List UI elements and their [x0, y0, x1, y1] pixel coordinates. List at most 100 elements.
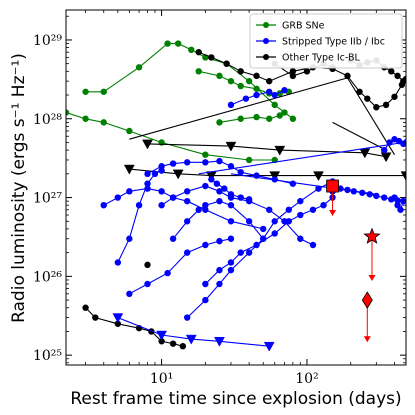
upper-limit-marker — [225, 141, 237, 152]
diamond-marker — [361, 291, 373, 309]
data-point — [164, 269, 171, 277]
upper-limit-marker — [172, 169, 184, 180]
data-point — [126, 235, 133, 242]
data-point — [253, 91, 260, 99]
data-point — [356, 88, 363, 95]
legend: GRB SNe Stripped Type IIb / Ibc Other Type… — [249, 13, 403, 69]
data-point — [227, 77, 235, 85]
data-point — [309, 206, 317, 213]
data-point — [158, 163, 165, 170]
y-tick-label: 10²⁷ — [33, 191, 62, 207]
series-14 — [144, 157, 297, 187]
highlight-diamond — [361, 291, 373, 343]
series-line — [219, 112, 285, 123]
legend-entry: Other Type Ic-BL — [256, 53, 360, 64]
data-point — [208, 54, 215, 61]
series-25 — [208, 176, 253, 203]
data-point — [195, 206, 202, 213]
data-point — [227, 266, 235, 274]
data-point — [144, 180, 151, 187]
data-point — [303, 68, 311, 75]
limit-arrow-head — [368, 274, 376, 281]
data-point — [320, 201, 327, 209]
plot-frame — [65, 9, 407, 366]
data-point — [227, 235, 235, 242]
data-point — [169, 340, 177, 347]
data-point — [289, 72, 297, 80]
data-point — [216, 266, 223, 274]
data-point — [114, 320, 122, 327]
data-point — [237, 68, 244, 75]
data-point — [202, 206, 209, 213]
data-point — [221, 185, 228, 192]
data-point — [202, 296, 209, 304]
highlighted-events — [326, 179, 381, 343]
data-point — [151, 170, 159, 178]
data-point — [164, 40, 171, 47]
data-point — [391, 93, 398, 100]
data-point — [266, 88, 273, 95]
data-point — [82, 88, 89, 95]
data-point — [223, 60, 230, 67]
series-line — [198, 141, 404, 175]
series-1 — [66, 109, 278, 164]
legend-box — [249, 13, 403, 69]
data-point — [382, 101, 390, 109]
data-point — [289, 180, 297, 187]
data-point — [213, 180, 221, 187]
series-11 — [142, 139, 392, 163]
data-point — [144, 261, 151, 269]
data-point — [179, 342, 187, 350]
legend-label: Other Type Ic-BL — [282, 53, 360, 64]
data-point — [202, 241, 209, 249]
series-line — [129, 238, 232, 295]
data-point — [266, 206, 273, 213]
data-point — [169, 235, 177, 242]
limit-arrow-head — [329, 210, 337, 217]
data-point — [188, 46, 195, 54]
data-point — [66, 109, 70, 116]
series-17 — [169, 197, 267, 242]
series-line — [129, 77, 395, 155]
series-19 — [126, 235, 235, 298]
series-layer — [66, 40, 406, 352]
data-point — [169, 160, 177, 167]
data-point — [297, 235, 304, 242]
data-point — [253, 72, 260, 80]
series-line — [117, 170, 162, 263]
data-point — [266, 77, 273, 85]
series-27 — [230, 173, 377, 195]
data-point — [100, 201, 107, 209]
data-point — [285, 218, 293, 225]
series-line — [198, 70, 289, 94]
data-point — [364, 95, 371, 102]
series-line — [186, 181, 333, 318]
series-line — [85, 307, 183, 347]
data-point — [202, 201, 209, 209]
limit-arrow-head — [363, 336, 371, 343]
data-point — [216, 188, 223, 195]
series-16 — [158, 182, 317, 249]
data-point — [158, 338, 165, 345]
legend-entry: Stripped Type IIb / Ibc — [256, 37, 385, 48]
y-tick-label: 10²⁹ — [33, 33, 62, 49]
series-3 — [216, 109, 288, 126]
x-axis-label: Rest frame time since explosion (days) — [70, 389, 401, 409]
data-point — [183, 249, 191, 256]
series-line — [230, 173, 377, 195]
axes: 10¹ 10² 10²⁵ 10²⁶ 10²⁷ 10²⁸ 10²⁹ — [33, 10, 406, 387]
y-tick-label: 10²⁸ — [33, 112, 62, 128]
data-point — [227, 101, 235, 109]
data-point — [373, 104, 380, 111]
data-point — [227, 218, 235, 225]
x-tick-label: 10² — [295, 371, 318, 387]
data-point — [183, 314, 191, 321]
data-point — [245, 196, 253, 203]
data-point — [158, 201, 165, 209]
data-point — [391, 194, 398, 201]
x-tick-label: 10¹ — [150, 371, 173, 387]
series-line — [161, 185, 314, 246]
data-point — [366, 191, 373, 198]
highlight-star — [363, 227, 381, 281]
